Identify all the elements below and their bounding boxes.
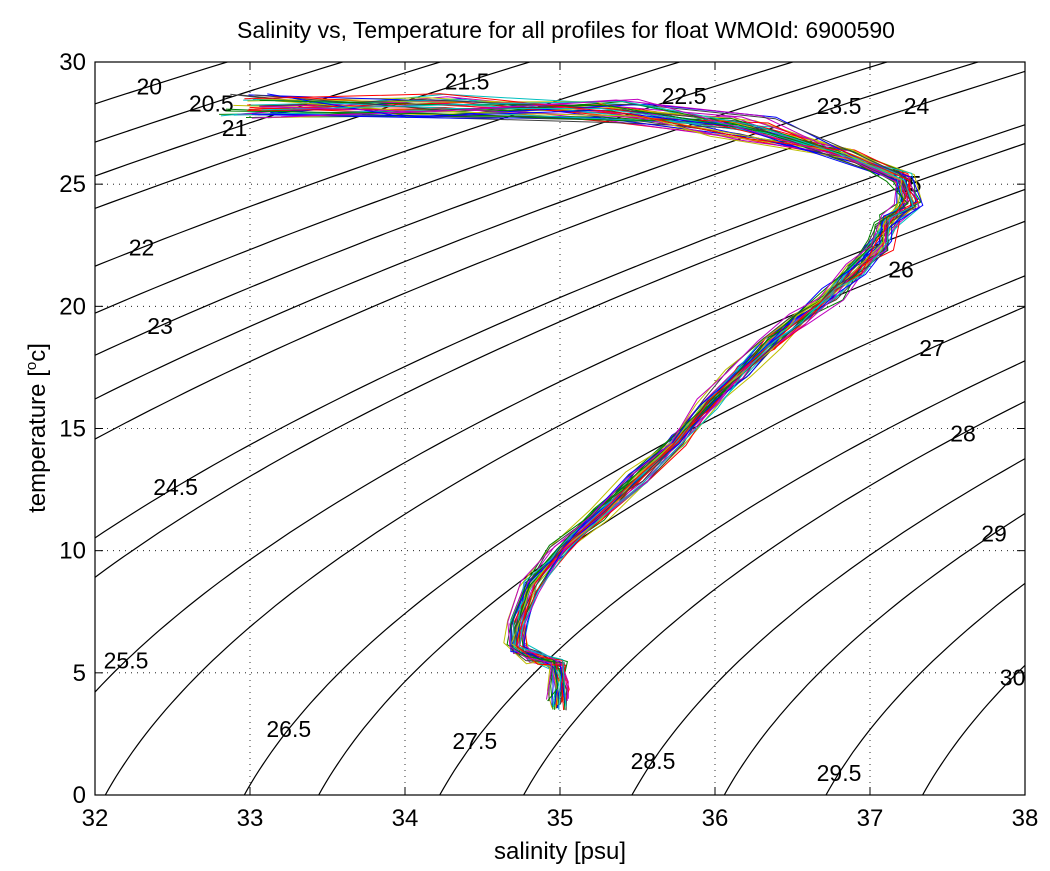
grid-lines: [95, 62, 1025, 795]
density-contour: [104, 220, 1025, 795]
profile-line: [251, 99, 909, 702]
density-contour: [95, 62, 443, 177]
profile-line: [260, 98, 898, 700]
y-tick-label: 25: [59, 171, 86, 198]
y-tick-label: 20: [59, 293, 86, 320]
density-contour: [723, 512, 1025, 795]
axis-ticks: [94, 61, 1026, 796]
x-tick-label: 36: [702, 805, 729, 832]
profile-lines: [219, 93, 924, 711]
x-tick-label: 34: [392, 805, 419, 832]
density-contour: [95, 124, 1025, 539]
y-tick-labels: 0 5 10 15 20 25 30: [59, 49, 86, 809]
y-tick-label: 30: [59, 49, 86, 76]
y-axis-label-sup: o: [23, 362, 40, 370]
density-contour: [95, 62, 889, 356]
density-contour: [318, 306, 1025, 795]
contour-label: 29: [981, 521, 1007, 547]
y-tick-label: 10: [59, 538, 86, 565]
density-contour: [95, 188, 1025, 693]
x-tick-label: 38: [1012, 805, 1039, 832]
density-contour: [439, 360, 1025, 795]
contour-label: 20: [136, 73, 162, 99]
density-contour: [921, 664, 1025, 795]
contour-label: 26.5: [266, 716, 311, 742]
profile-line: [244, 93, 911, 711]
density-contour: [95, 70, 1025, 440]
contour-label: 25.5: [104, 648, 149, 674]
density-contour: [95, 62, 682, 267]
x-tick-label: 32: [82, 805, 109, 832]
contour-label: 24.5: [153, 474, 198, 500]
density-contour: [522, 400, 1025, 795]
y-axis-label-main: temperature [: [24, 370, 51, 513]
contour-label: 27: [919, 335, 945, 361]
contour-label: 22: [129, 235, 155, 261]
x-axis-label: salinity [psu]: [494, 838, 626, 865]
density-contour: [95, 142, 1025, 579]
contour-label: 27.5: [452, 728, 497, 754]
contour-label: 20.5: [189, 91, 234, 117]
x-tick-labels: 32 33 34 35 36 37 38: [82, 805, 1039, 832]
profile-line: [261, 100, 914, 707]
density-contours: [95, 62, 1025, 795]
contour-label: 28.5: [631, 748, 676, 774]
x-tick-label: 37: [857, 805, 884, 832]
density-contour: [95, 62, 532, 210]
contour-label: 24: [904, 93, 930, 119]
y-tick-label: 15: [59, 416, 86, 443]
contour-label: 22.5: [662, 83, 707, 109]
contour-label: 28: [950, 420, 976, 446]
y-tick-label: 5: [73, 660, 86, 687]
chart-title: Salinity vs, Temperature for all profile…: [237, 17, 895, 43]
density-contour: [825, 582, 1025, 795]
contour-label: 29.5: [817, 760, 862, 786]
contour-label: 21: [222, 115, 248, 141]
contour-label: 23.5: [817, 93, 862, 119]
density-contour: [631, 457, 1025, 795]
x-tick-label: 33: [237, 805, 264, 832]
contour-label: 21.5: [445, 69, 490, 95]
density-contour: [95, 62, 795, 314]
y-axis-label-tail: c]: [24, 343, 51, 362]
contour-label: 26: [888, 257, 914, 283]
density-contour: [95, 62, 980, 400]
y-tick-label: 0: [73, 782, 86, 809]
contour-label: 30: [1000, 665, 1026, 691]
x-tick-label: 35: [547, 805, 574, 832]
contour-label: 23: [147, 313, 173, 339]
y-axis-label: temperature [oc]: [23, 343, 51, 513]
